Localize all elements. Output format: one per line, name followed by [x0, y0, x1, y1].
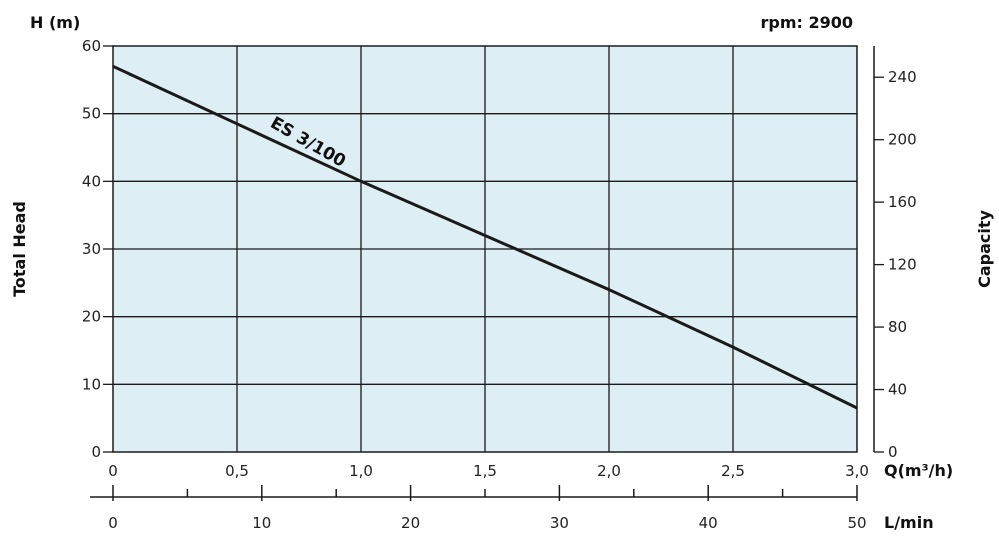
grid: [113, 46, 857, 452]
x-primary-tick-label: 1,0: [349, 462, 373, 480]
series-line: [112, 64, 858, 410]
left-tick-label: 10: [82, 375, 101, 393]
left-tick-label: 30: [82, 240, 101, 258]
left-tick-label: 0: [91, 443, 101, 461]
left-tick-label: 20: [82, 308, 101, 326]
x-secondary-tick-label: 20: [401, 514, 420, 532]
right-tick-label: 240: [888, 68, 917, 86]
x-primary-tick-label: 0: [108, 462, 118, 480]
x-secondary-tick-label: 30: [550, 514, 569, 532]
right-tick-label: 80: [888, 318, 907, 336]
left-axis-title: Total Head: [10, 201, 29, 297]
left-tick-label: 50: [82, 105, 101, 123]
right-tick-label: 200: [888, 131, 917, 149]
right-tick-label: 40: [888, 381, 907, 399]
left-tick-label: 60: [82, 37, 101, 55]
x-axis-secondary-unit: L/min: [884, 513, 934, 532]
x-secondary-tick-label: 0: [108, 514, 118, 532]
x-axis-primary-unit: Q(m³/h): [884, 461, 953, 480]
x-primary-tick-label: 3,0: [845, 462, 869, 480]
x-primary-tick-label: 2,5: [721, 462, 745, 480]
left-axis-unit: H (m): [30, 13, 80, 32]
right-tick-label: 160: [888, 193, 917, 211]
right-tick-label: 0: [888, 443, 898, 461]
left-tick-label: 40: [82, 172, 101, 190]
right-axis-title: Capacity: [975, 210, 994, 288]
x-primary-tick-label: 0,5: [225, 462, 249, 480]
x-secondary-tick-label: 10: [252, 514, 271, 532]
x-secondary-tick-label: 50: [847, 514, 866, 532]
x-primary-tick-label: 1,5: [473, 462, 497, 480]
corner-label: rpm: 2900: [760, 13, 853, 32]
right-tick-label: 120: [888, 256, 917, 274]
x-secondary-tick-label: 40: [699, 514, 718, 532]
x-primary-tick-label: 2,0: [597, 462, 621, 480]
